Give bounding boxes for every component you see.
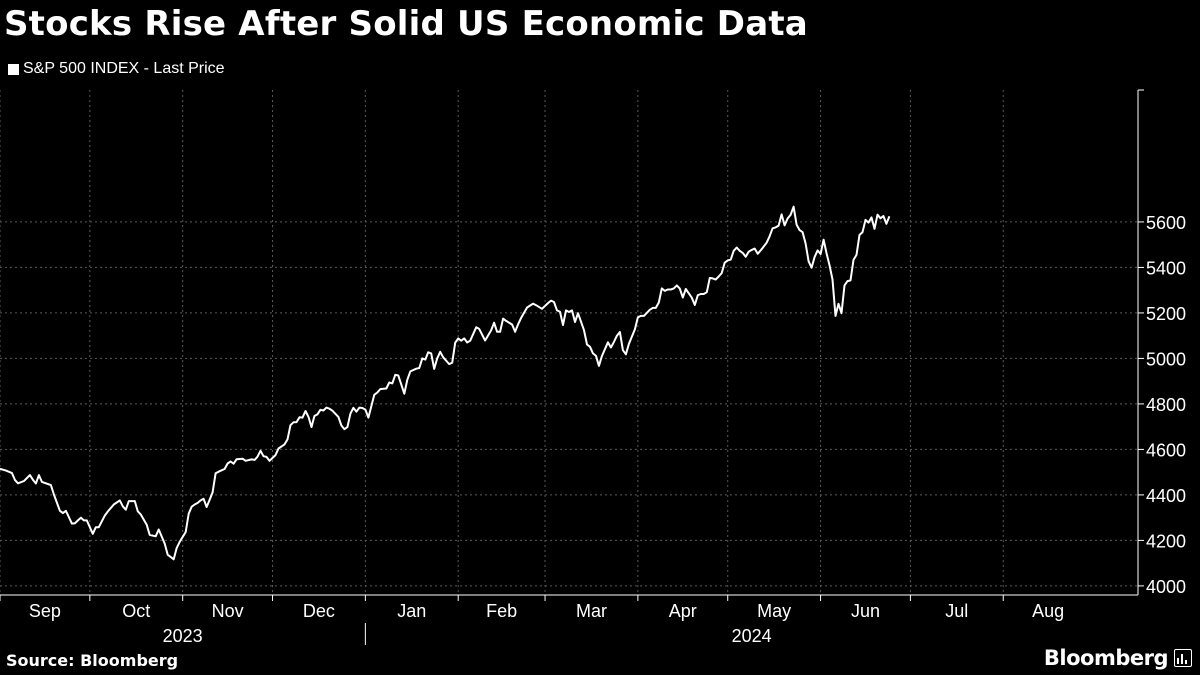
- year-label-2024: 2024: [732, 626, 772, 646]
- month-label-dec: Dec: [303, 601, 335, 621]
- month-label-feb: Feb: [486, 601, 517, 621]
- ytick-label-4000: 4000: [1146, 577, 1186, 597]
- month-label-may: May: [757, 601, 791, 621]
- month-label-sep: Sep: [29, 601, 61, 621]
- bloomberg-logo: Bloomberg: [1044, 646, 1192, 670]
- month-label-oct: Oct: [122, 601, 150, 621]
- ytick-label-4200: 4200: [1146, 531, 1186, 551]
- series-line-0: [0, 205, 891, 561]
- ytick-label-4600: 4600: [1146, 440, 1186, 460]
- ytick-label-5400: 5400: [1146, 258, 1186, 278]
- month-label-apr: Apr: [669, 601, 697, 621]
- bar-chart-icon: [1174, 649, 1192, 667]
- month-label-jul: Jul: [945, 601, 968, 621]
- month-label-nov: Nov: [212, 601, 244, 621]
- month-label-aug: Aug: [1032, 601, 1064, 621]
- chart-title: Stocks Rise After Solid US Economic Data: [4, 4, 808, 44]
- month-label-mar: Mar: [576, 601, 607, 621]
- logo-text: Bloomberg: [1043, 646, 1169, 670]
- year-label-2023: 2023: [163, 626, 203, 646]
- month-label-jun: Jun: [851, 601, 880, 621]
- source-note: Source: Bloomberg: [6, 651, 179, 670]
- ytick-label-4400: 4400: [1146, 486, 1186, 506]
- legend-label: S&P 500 INDEX - Last Price: [23, 60, 225, 77]
- legend-swatch: [8, 63, 19, 75]
- chart-legend: S&P 500 INDEX - Last Price: [8, 60, 225, 78]
- ytick-label-4800: 4800: [1146, 395, 1186, 415]
- month-label-jan: Jan: [397, 601, 426, 621]
- ytick-label-5200: 5200: [1146, 304, 1186, 324]
- ytick-label-5600: 5600: [1146, 213, 1186, 233]
- ytick-label-5000: 5000: [1146, 349, 1186, 369]
